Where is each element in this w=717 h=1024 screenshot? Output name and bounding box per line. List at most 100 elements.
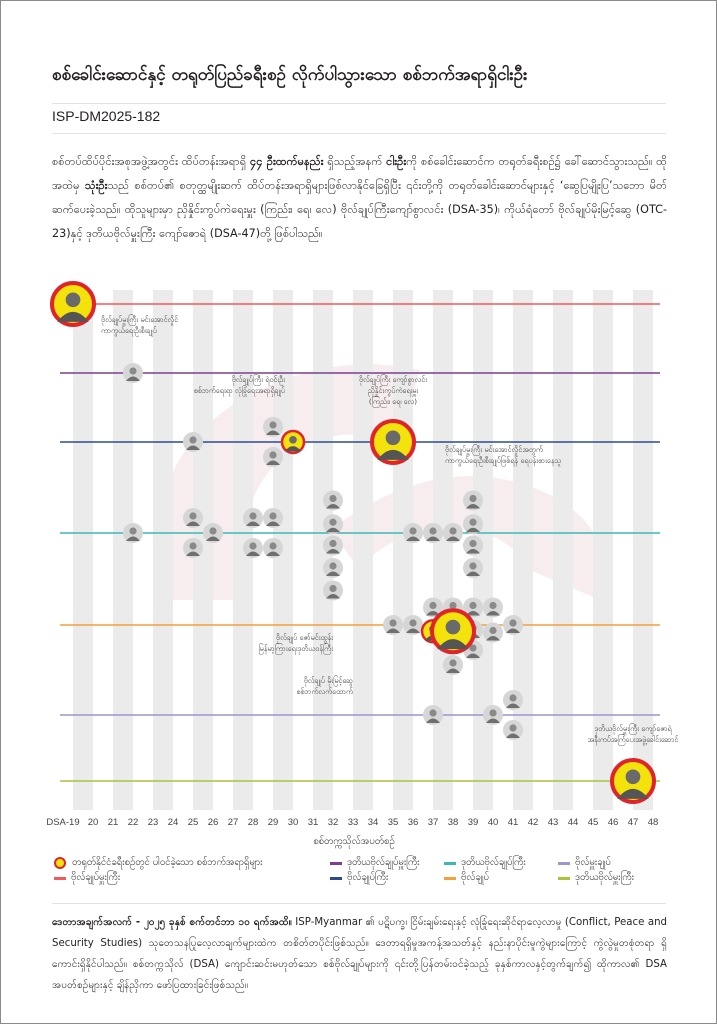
x-tick-label: 24 <box>168 817 179 828</box>
portrait-head <box>269 421 277 429</box>
annotation-line: စစ်ဘက်ရေးရာ လုံခြုံရေးအရာရှိချုပ် <box>194 386 286 396</box>
annotation-line: ဗိုလ်ချုပ်မှူးကြီး မင်းအောင်လှိုင်အတွက် <box>445 445 543 455</box>
portrait-head <box>409 527 417 535</box>
officer-portrait <box>463 597 483 618</box>
grid-band <box>553 290 573 810</box>
officer-annotation: ဒုတိယဗိုလ်မှူးကြီး ကျော်ဇောရဲအနီးကပ်အကြံ… <box>587 724 680 745</box>
portrait-body <box>466 653 480 658</box>
officer-portrait <box>443 523 463 543</box>
x-tick-label: 36 <box>408 817 419 828</box>
portrait-head <box>249 512 257 520</box>
officer-portrait <box>183 432 203 452</box>
intro-text: သည် စစ်တပ်၏ စတုတ္ထမျိုးဆက် ထိပ်တန်းအရာရှ… <box>52 179 667 240</box>
report-code: ISP-DM2025-182 <box>52 108 161 124</box>
annotation-line: ဗိုလ်ချုပ်ကြီး ရဲဝင်းဦး <box>232 375 285 385</box>
portrait-body <box>506 703 520 708</box>
x-tick-label: 28 <box>248 817 259 828</box>
x-tick-label: 25 <box>188 817 199 828</box>
portrait-head <box>189 542 197 550</box>
officer-rank-chart: ဗိုလ်ချုပ်မှူးကြီး မင်းအောင်လှိုင်ကာကွယ်… <box>46 281 680 848</box>
x-tick-label: 29 <box>268 817 279 828</box>
portrait-head <box>269 512 277 520</box>
legend-swatch <box>558 876 570 880</box>
annotation-line: ဗိုလ်ချုပ်မှူးကြီး မင်းအောင်လှိုင် <box>101 315 179 325</box>
officer-portrait <box>483 597 503 618</box>
legend-label: တရုတ်နိုင်ငံခရီးစဉ်တွင် ပါဝင်ခဲ့သော စစ်ဘ… <box>72 857 263 868</box>
portrait-head <box>249 542 257 550</box>
data-note: ဒေတာအချက်အလက် - ၂၀၂၅ ခုနှစ် စက်တင်ဘာ ၁၀ … <box>52 912 667 996</box>
x-tick-label: 45 <box>588 817 599 828</box>
portrait-body <box>466 527 480 533</box>
intro-emphasis: သုံးဦး <box>84 179 108 192</box>
portrait-head <box>489 626 497 635</box>
divider <box>52 903 666 904</box>
note-text: ISP-Myanmar ၏ ပဋိပက္ခ၊ ငြိမ်းချမ်းရေးနှင… <box>52 917 668 991</box>
portrait-body <box>617 788 649 799</box>
divider <box>52 133 666 134</box>
officer-portrait <box>443 655 463 675</box>
officer-portrait <box>123 363 143 383</box>
legend-swatch <box>444 876 456 880</box>
intro-text: ရှိသည့်အနက် <box>323 155 387 168</box>
grid-band <box>433 290 453 810</box>
portrait-head <box>189 436 197 444</box>
portrait-head <box>329 562 337 570</box>
officer-portrait <box>483 622 503 643</box>
officer-portrait <box>243 538 263 558</box>
grid-band <box>393 290 413 810</box>
officer-portrait <box>323 490 343 511</box>
x-tick-label: 21 <box>108 817 119 828</box>
officer-portrait <box>263 447 283 467</box>
x-axis-title: စစ်တက္ကသိုလ်အပတ်စဉ် <box>313 836 395 848</box>
portrait-head <box>449 527 457 535</box>
portrait-head <box>209 527 217 535</box>
annotation-line: အနီးကပ်အကြံပေးအဖွဲ့ခေါင်းဆောင် <box>587 735 680 745</box>
x-tick-label: 48 <box>648 817 659 828</box>
officer-portrait <box>123 523 143 543</box>
legend-item-gen: ဗိုလ်ချုပ်ကြီး <box>330 871 388 885</box>
portrait-head <box>469 539 477 548</box>
portrait-head <box>445 619 461 635</box>
divider <box>52 103 666 104</box>
officer-annotation: ဗိုလ်ချုပ်မှူးကြီး မင်းအောင်လှိုင်အတွက်က… <box>445 445 561 466</box>
portrait-body <box>377 449 409 460</box>
officer-annotation: ဗိုလ်ချုပ် ဇော်မင်းထွန်းမြန်မာ့ကြားရေးဒု… <box>258 633 333 654</box>
officer-annotation: ဗိုလ်ချုပ်ကြီး ကျော်စွာလင်းညှိနှိုင်းကွပ… <box>359 375 427 407</box>
portrait-body <box>486 718 500 723</box>
portrait-body <box>406 536 420 541</box>
x-tick-label: 34 <box>368 817 379 828</box>
highlighted-officer-portrait <box>280 429 306 455</box>
highlight-ring-icon <box>54 857 66 869</box>
intro-paragraph: စစ်တပ်ထိပ်ပိုင်းအစုအဖွဲ့အတွင်း ထိပ်တန်းအ… <box>52 150 667 246</box>
highlighted-officer-portrait <box>610 758 656 804</box>
officer-portrait <box>183 538 203 558</box>
portrait-body <box>326 504 340 509</box>
legend-swatch <box>558 861 570 865</box>
grid-band <box>473 290 493 810</box>
officer-portrait <box>383 615 403 635</box>
officer-portrait <box>503 720 523 740</box>
officer-portrait <box>323 514 343 535</box>
portrait-body <box>486 636 500 641</box>
portrait-head <box>385 430 401 446</box>
annotation-line: ကာကွယ်ရေးဦးစီးချုပ်ဖြစ်ရန် ရေပန်းစားနေသူ <box>445 456 561 466</box>
portrait-head <box>469 494 477 503</box>
officer-portrait <box>463 558 483 578</box>
annotation-line: မြန်မာ့ကြားရေးဒုတိယဝန်ကြီး <box>258 644 333 654</box>
x-tick-label: 26 <box>208 817 219 828</box>
grid-band <box>193 290 213 810</box>
legend-item-brig-gen: ဗိုလ်မှူးချုပ် <box>558 856 611 870</box>
x-tick-label: 38 <box>448 817 459 828</box>
x-tick-label: 22 <box>128 817 139 828</box>
x-tick-label: DSA-19 <box>46 817 79 828</box>
officer-portrait <box>463 490 483 511</box>
portrait-body <box>506 628 520 633</box>
annotation-line: ဗိုလ်ချုပ်ကြီး ကျော်စွာလင်း <box>359 375 427 385</box>
portrait-body <box>446 536 460 541</box>
intro-text: စစ်တပ်ထိပ်ပိုင်းအစုအဖွဲ့အတွင်း ထိပ်တန်းအ… <box>52 155 251 168</box>
portrait-body <box>186 521 200 526</box>
page-title: စစ်ခေါင်းဆောင်နှင့် တရုတ်ပြည်ခရီးစဉ် လို… <box>52 65 528 85</box>
portrait-head <box>429 709 437 717</box>
x-tick-label: 35 <box>388 817 399 828</box>
portrait-head <box>289 435 297 444</box>
